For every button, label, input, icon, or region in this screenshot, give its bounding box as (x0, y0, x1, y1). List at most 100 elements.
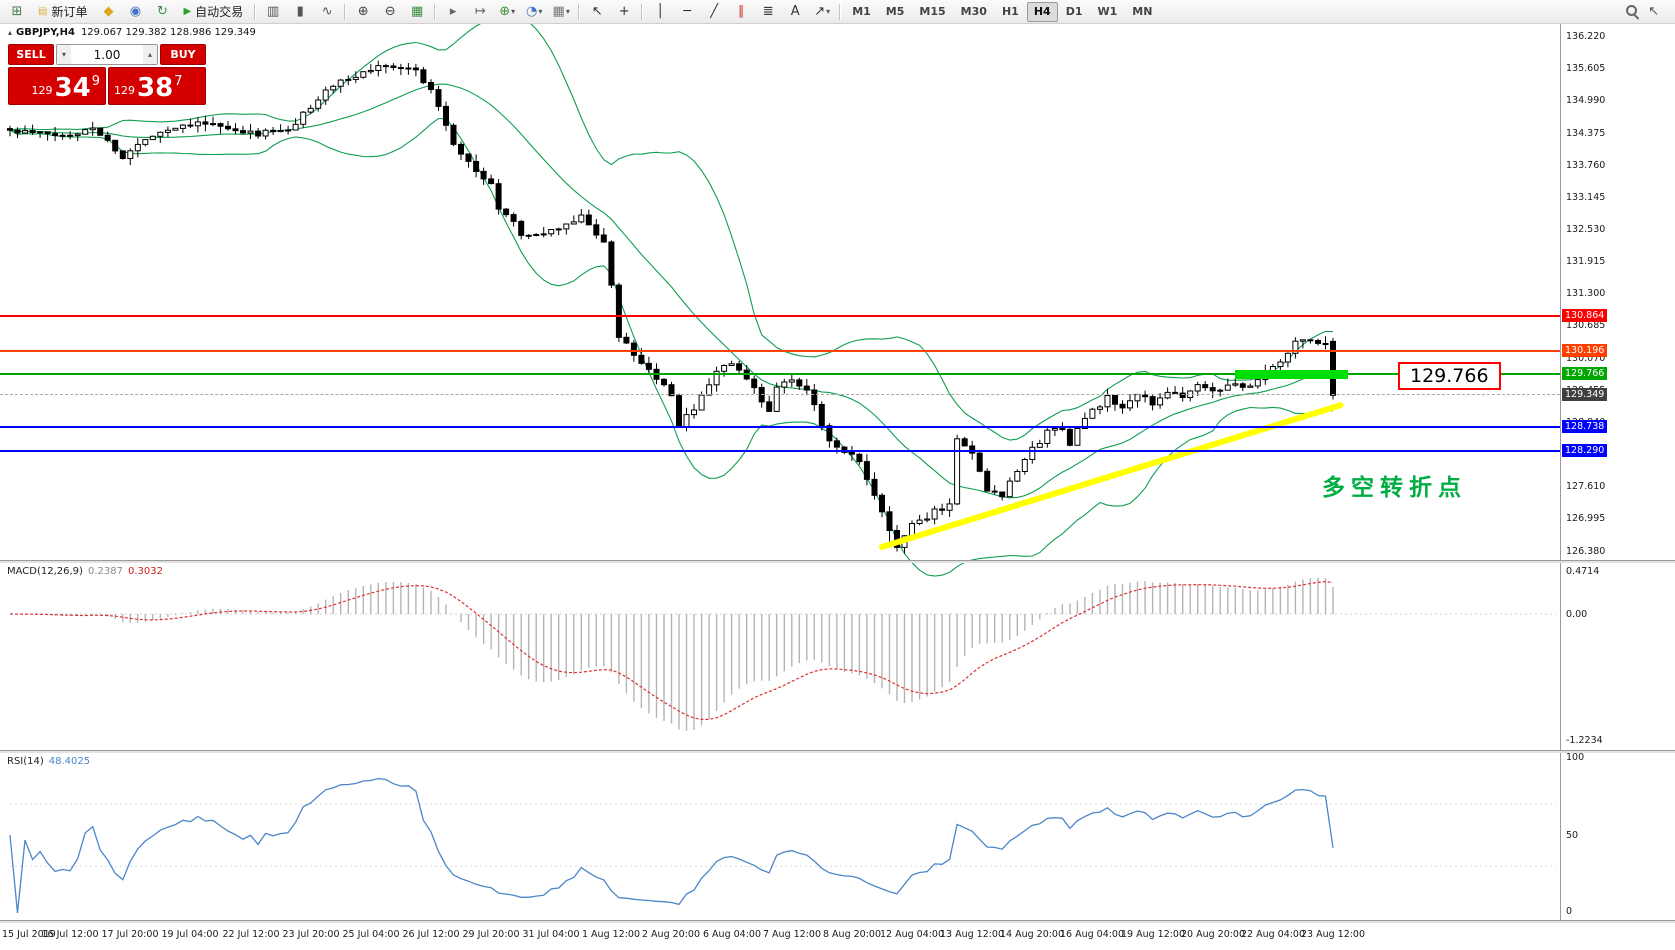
sell-price-prefix: 129 (31, 84, 53, 97)
zoom-out-icon[interactable]: ⊖ (377, 1, 403, 23)
collapse-quote-icon[interactable]: ▴ (8, 28, 13, 37)
panel-divider[interactable] (0, 560, 1675, 563)
templates-dropdown[interactable]: ▦ ▾ (548, 1, 574, 23)
date-axis-label: 22 Aug 04:00 (1240, 929, 1306, 940)
sell-price-sup: 9 (91, 74, 100, 89)
buy-price-prefix: 129 (114, 84, 135, 97)
price-badge: 130.864 (1562, 309, 1608, 322)
crosshair-icon[interactable]: + (611, 1, 637, 23)
timeframe-m1[interactable]: M1 (852, 5, 871, 18)
new-order-button-icon: ▤ (38, 6, 48, 17)
refresh-icon[interactable]: ↻ (149, 1, 175, 23)
timeframe-mn[interactable]: MN (1132, 5, 1153, 18)
date-axis-label: 23 Jul 20:00 (282, 929, 340, 940)
panel-divider[interactable] (0, 920, 1675, 923)
trendline-tool-icon[interactable]: ╱ (701, 1, 727, 23)
time-axis[interactable]: 15 Jul 2019 16 Jul 12:00 17 Jul 20:00 19 Ju… (0, 924, 1675, 950)
auto-scroll-icon[interactable]: ▸ (440, 1, 466, 23)
tile-windows-icon[interactable]: ▦ (404, 1, 430, 23)
date-axis-label: 14 Aug 20:00 (999, 929, 1065, 940)
new-order-button[interactable]: ▤ 新订单 (31, 1, 94, 23)
timeframe-h4[interactable]: H4 (1026, 1, 1058, 22)
tile-windows-icon: ▦ (411, 4, 424, 19)
highlight-level-segment[interactable] (1235, 370, 1348, 379)
vline-tool-icon[interactable]: │ (647, 1, 673, 23)
timeframe-m5[interactable]: M5 (885, 5, 905, 18)
price-axis-tick: 132.530 (1566, 224, 1606, 235)
price-callout-label[interactable]: 129.766 (1398, 362, 1501, 390)
rsi-value: 48.4025 (48, 756, 91, 767)
volume-decrease-button[interactable]: ▾ (57, 45, 71, 64)
symbol-header: ▴ GBPJPY,H4 129.067 129.382 128.986 129.34… (8, 27, 256, 38)
price-axis-tick: 134.375 (1566, 128, 1606, 139)
timeframe-w1[interactable]: W1 (1097, 5, 1118, 18)
refresh-icon: ↻ (157, 4, 168, 19)
buy-price-sup: 7 (174, 74, 183, 89)
fibo-tool-icon[interactable]: ≣ (755, 1, 781, 23)
price-axis-tick: 133.145 (1566, 192, 1606, 203)
macd-axis-label: 0.00 (1566, 609, 1588, 620)
timeframe-m15[interactable]: M15 (919, 5, 946, 18)
candle-chart-type-icon[interactable]: ▮ (287, 1, 313, 23)
channel-tool-icon[interactable]: ∥ (728, 1, 754, 23)
price-axis-tick: 136.220 (1566, 31, 1606, 42)
sell-price-display[interactable]: 129 34 9 (8, 67, 106, 105)
cursor-icon[interactable]: ↖ (584, 1, 610, 23)
timeframe-d1[interactable]: D1 (1065, 5, 1083, 18)
favorites-icon[interactable]: ◆ (95, 1, 121, 23)
sell-button[interactable]: SELL (8, 44, 54, 65)
rsi-axis-label: 0 (1566, 906, 1573, 917)
macd-indicator-label: MACD(12,26,9) 0.2387 0.3032 (7, 566, 163, 577)
volume-control: ▾ 1.00 ▴ (56, 44, 158, 65)
price-axis-tick: 135.605 (1566, 63, 1606, 74)
macd-main-value: 0.2387 (87, 566, 123, 577)
accounts-icon[interactable]: ◉ (122, 1, 148, 23)
timeframe-m30[interactable]: M30 (960, 5, 987, 18)
cursor-icon: ↖ (591, 4, 603, 19)
hline-tool-icon[interactable]: ─ (674, 1, 700, 23)
volume-increase-button[interactable]: ▴ (143, 45, 157, 64)
toolbar: ⊞ ▤ 新订单 ◆ ◉ ↻ ▶ 自动交易 ▥ ▮ ∿ ⊕ ⊖ ▦ ▸ ↦ ⊕ ▾ ◔ ▾ ▦ ▾ ↖ + │ ─ ╱ ∥ ≣ A ↗ ▾ M1 M… (0, 0, 1675, 24)
bar-chart-type-icon: ▥ (267, 4, 280, 19)
autotrade-button[interactable]: ▶ 自动交易 (176, 1, 250, 23)
rsi-indicator-label: RSI(14) 48.4025 (7, 756, 90, 767)
caret-down-icon: ▾ (538, 7, 543, 16)
indicators-dropdown[interactable]: ⊕ ▾ (494, 1, 520, 23)
price-axis[interactable]: 136.220 135.605 134.990 134.375 133.760 133.1… (1560, 24, 1675, 920)
timeframe-h1[interactable]: H1 (1001, 5, 1019, 18)
date-axis-label: 8 Aug 20:00 (822, 929, 882, 940)
zoom-in-icon[interactable]: ⊕ (350, 1, 376, 23)
arrows-tool-icon[interactable]: ↗ ▾ (809, 1, 835, 23)
trend-line-object[interactable] (879, 402, 1344, 550)
date-axis-label: 15 Jul 2019 (2, 929, 56, 940)
caret-down-icon: ▾ (565, 7, 570, 16)
turning-point-text[interactable]: 多空转折点 (1322, 475, 1467, 501)
zoom-in-icon: ⊕ (357, 4, 369, 19)
price-badge: 129.349 (1562, 388, 1608, 401)
pointer-icon[interactable]: ↖ (1648, 4, 1659, 19)
buy-button[interactable]: BUY (160, 44, 206, 65)
line-chart-type-icon[interactable]: ∿ (314, 1, 340, 23)
date-axis-label: 26 Jul 12:00 (402, 929, 460, 940)
volume-value[interactable]: 1.00 (93, 47, 121, 62)
search-icon[interactable] (1625, 4, 1640, 19)
bar-chart-type-icon[interactable]: ▥ (260, 1, 286, 23)
price-axis-tick: 130.685 (1566, 320, 1606, 331)
one-click-trading-panel: SELL ▾ 1.00 ▴ BUY 129 34 9 129 38 7 (8, 44, 206, 105)
fibo-tool-icon: ≣ (762, 4, 774, 19)
chart-window-icon[interactable]: ⊞ (4, 1, 30, 23)
buy-price-display[interactable]: 129 38 7 (108, 67, 206, 105)
chart-shift-icon[interactable]: ↦ (467, 1, 493, 23)
text-tool-icon[interactable]: A (782, 1, 808, 23)
periods-dropdown[interactable]: ◔ ▾ (521, 1, 547, 23)
date-axis-label: 16 Aug 04:00 (1059, 929, 1125, 940)
crosshair-icon: + (618, 4, 630, 19)
price-axis-tick: 131.915 (1566, 256, 1606, 267)
sell-price-big: 34 (54, 73, 91, 103)
panel-divider[interactable] (0, 750, 1675, 753)
price-axis-tick: 130.070 (1566, 353, 1606, 364)
macd-axis-label: 0.4714 (1566, 566, 1600, 577)
date-axis-label: 22 Jul 12:00 (222, 929, 280, 940)
symbol-ohlc: 129.067 129.382 128.986 129.349 (80, 27, 256, 38)
